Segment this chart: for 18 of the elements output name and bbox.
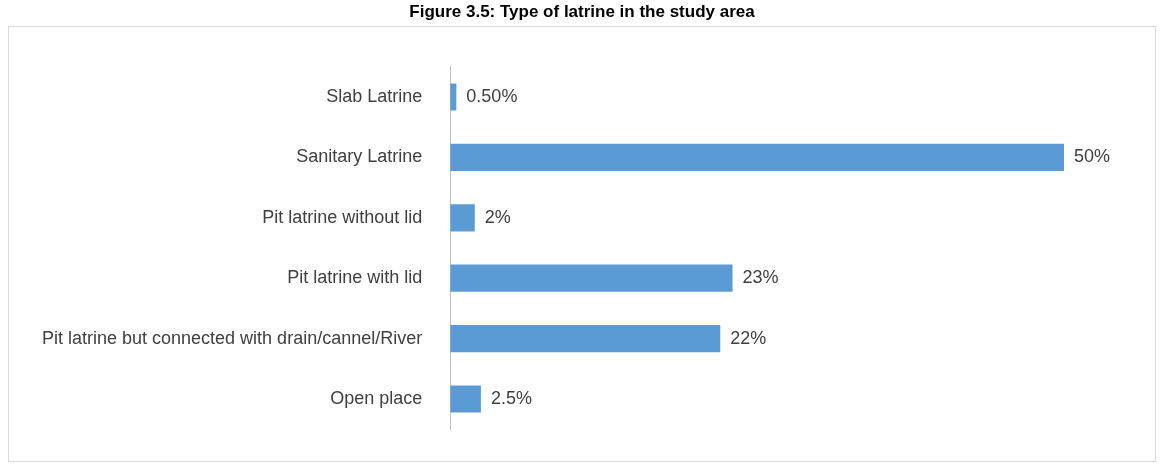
data-label: 23% [742, 267, 779, 288]
y-tick-label: Slab Latrine [326, 85, 423, 106]
data-label: 2% [484, 206, 511, 227]
y-tick-label: Pit latrine without lid [262, 206, 423, 227]
data-label: 2.5% [490, 387, 532, 408]
data-label: 50% [1074, 146, 1111, 167]
bar [450, 143, 1064, 171]
bar [450, 264, 733, 292]
data-label: 22% [730, 327, 767, 348]
y-tick-label: Pit latrine but connected with drain/cannel/River [41, 327, 423, 348]
bar [450, 204, 475, 232]
data-label: 0.50% [466, 85, 518, 106]
y-tick-label: Sanitary Latrine [296, 146, 423, 167]
y-tick-label: Open place [330, 387, 423, 408]
bar [450, 325, 721, 353]
bar [450, 385, 481, 413]
y-tick-label: Pit latrine with lid [287, 267, 423, 288]
chart-title: Figure 3.5: Type of latrine in the study area [408, 2, 756, 22]
